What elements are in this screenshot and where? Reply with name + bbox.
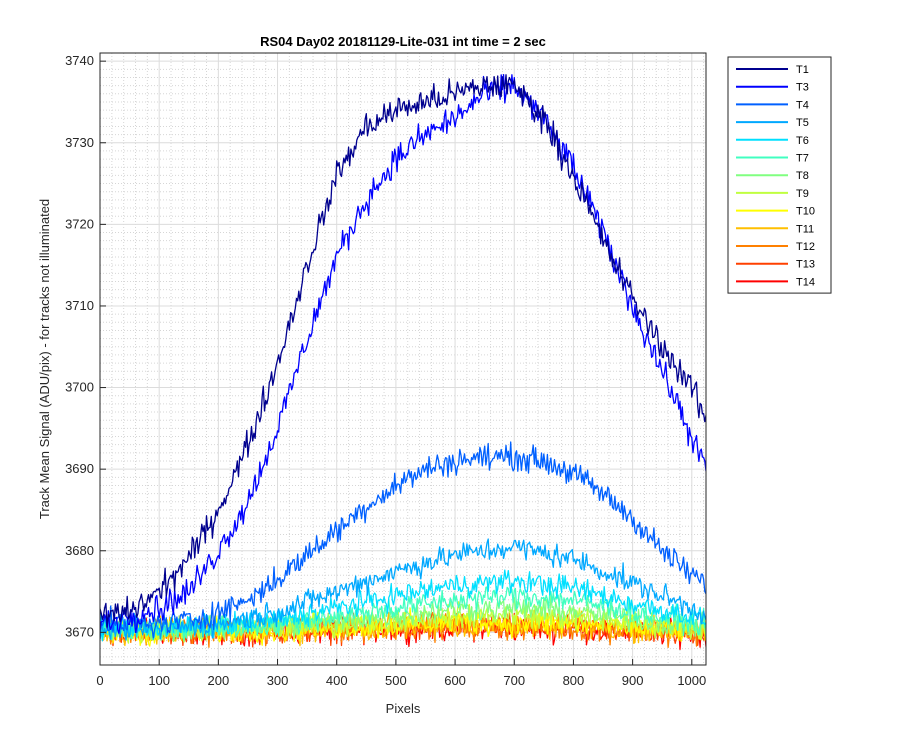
- y-tick-label: 3710: [65, 298, 94, 313]
- legend-label-t14: T14: [796, 276, 815, 288]
- legend-label-t10: T10: [796, 206, 815, 218]
- y-tick-label: 3670: [65, 624, 94, 639]
- y-axis-ticks: 3670 3680 3690 3700 3710 3720 3730 3740: [65, 53, 106, 639]
- x-tick-label: 100: [148, 673, 170, 688]
- legend-label-t4: T4: [796, 99, 809, 111]
- x-tick-label: 700: [503, 673, 525, 688]
- legend: T1 T3 T4 T5 T6 T7 T8 T9 T10 T11 T12 T13 T14: [727, 56, 832, 294]
- x-axis-ticks: 0 100 200 300 400 500 600 700 800 900 1000: [96, 659, 706, 688]
- y-axis-label: Track Mean Signal (ADU/pix) - for tracks…: [37, 199, 52, 519]
- x-tick-label: 900: [622, 673, 644, 688]
- x-tick-label: 800: [563, 673, 585, 688]
- legend-label-t8: T8: [796, 170, 809, 182]
- series-line-t3: [100, 73, 706, 634]
- legend-label-t6: T6: [796, 135, 809, 147]
- series-layer: [100, 73, 706, 651]
- legend-label-t5: T5: [796, 117, 809, 129]
- legend-label-t3: T3: [796, 82, 809, 94]
- x-axis-label: Pixels: [386, 701, 421, 716]
- legend-label-t11: T11: [796, 223, 814, 235]
- series-line-t4: [100, 441, 706, 640]
- legend-label-t1: T1: [796, 64, 809, 76]
- plot-frame: [99, 52, 707, 666]
- series-line-t1: [100, 74, 706, 628]
- legend-label-t9: T9: [796, 188, 809, 200]
- y-tick-label: 3740: [65, 53, 94, 68]
- y-tick-label: 3730: [65, 135, 94, 150]
- y-tick-label: 3700: [65, 380, 94, 395]
- x-tick-label: 1000: [677, 673, 706, 688]
- y-tick-label: 3680: [65, 543, 94, 558]
- legend-label-t13: T13: [796, 259, 815, 271]
- x-tick-label: 400: [326, 673, 348, 688]
- series-line-t5: [100, 538, 706, 641]
- x-tick-label: 600: [444, 673, 466, 688]
- legend-label-t7: T7: [796, 153, 809, 165]
- chart-title: RS04 Day02 20181129-Lite-031 int time = …: [260, 34, 546, 49]
- y-tick-label: 3690: [65, 461, 94, 476]
- y-tick-label: 3720: [65, 216, 94, 231]
- x-tick-label: 0: [96, 673, 103, 688]
- legend-label-t12: T12: [796, 241, 815, 253]
- x-tick-label: 300: [267, 673, 289, 688]
- x-tick-label: 200: [208, 673, 230, 688]
- x-tick-label: 500: [385, 673, 407, 688]
